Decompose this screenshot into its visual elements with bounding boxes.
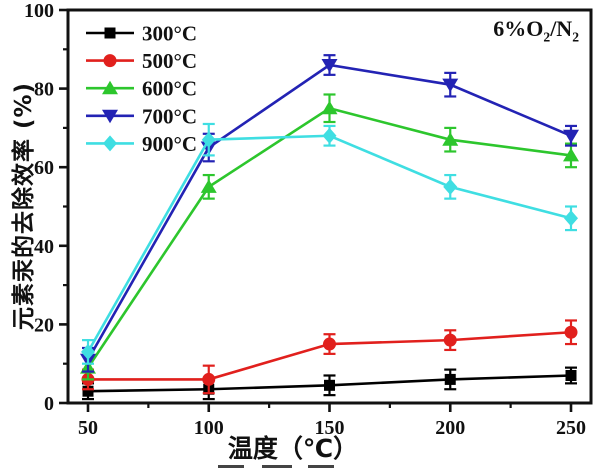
legend-label: 700°C xyxy=(142,104,197,128)
x-axis-label: 温度（℃） xyxy=(227,434,359,463)
legend: 300°C 500°C 600°C 700°C 900°C xyxy=(86,22,197,156)
legend-item-600c: 600°C xyxy=(86,77,197,101)
y-tick-label: 100 xyxy=(24,0,54,22)
y-tick-label: 40 xyxy=(34,236,54,258)
y-axis-label: 元素汞的去除效率 (%) xyxy=(11,81,37,331)
y-tick-label: 80 xyxy=(34,79,54,101)
atmosphere-annotation: 6%O2/N2 xyxy=(493,16,579,45)
legend-item-300c: 300°C xyxy=(86,22,197,46)
marker-square xyxy=(444,373,456,385)
marker-diamond xyxy=(201,131,216,148)
legend-item-700c: 700°C xyxy=(86,104,197,128)
cropped-caption-artifact xyxy=(218,465,244,468)
marker-diamond xyxy=(443,178,458,195)
marker-triangle-up xyxy=(200,179,217,193)
marker-diamond xyxy=(81,343,95,360)
marker-triangle-down xyxy=(563,129,579,144)
marker-diamond xyxy=(322,127,337,144)
y-tick-label: 20 xyxy=(34,314,54,336)
x-tick-label: 250 xyxy=(556,417,586,439)
legend-label: 500°C xyxy=(142,49,197,73)
marker-square xyxy=(104,27,116,39)
marker-diamond xyxy=(103,135,117,152)
legend-item-900c: 900°C xyxy=(86,132,197,156)
series-line xyxy=(86,134,572,353)
y-tick-label: 0 xyxy=(44,393,54,415)
x-tick-label: 150 xyxy=(315,417,345,439)
marker-triangle-down xyxy=(442,78,459,93)
marker-circle xyxy=(323,337,336,351)
marker-square xyxy=(565,369,577,381)
cropped-caption-artifact xyxy=(262,465,292,468)
marker-circle xyxy=(443,333,457,347)
legend-label: 300°C xyxy=(142,22,197,46)
marker-square xyxy=(82,385,94,397)
x-tick-label: 200 xyxy=(435,417,465,439)
marker-square xyxy=(324,379,335,391)
x-tick-label: 50 xyxy=(78,417,98,439)
marker-triangle-up xyxy=(321,100,338,115)
marker-circle xyxy=(202,372,216,386)
marker-circle xyxy=(564,325,578,339)
marker-triangle-down xyxy=(321,59,338,73)
x-tick-label: 100 xyxy=(194,417,224,439)
legend-label: 900°C xyxy=(142,132,197,156)
cropped-caption-artifact xyxy=(308,465,334,468)
marker-triangle-up xyxy=(563,147,579,162)
legend-item-500c: 500°C xyxy=(86,49,197,73)
y-tick-label: 60 xyxy=(34,157,54,179)
marker-triangle-up xyxy=(102,80,118,95)
marker-diamond xyxy=(564,210,578,227)
marker-circle xyxy=(103,54,117,68)
legend-label: 600°C xyxy=(142,77,197,101)
series-900c xyxy=(81,122,578,365)
marker-triangle-down xyxy=(102,109,118,124)
marker-triangle-up xyxy=(442,132,459,146)
series-300c xyxy=(82,366,577,401)
